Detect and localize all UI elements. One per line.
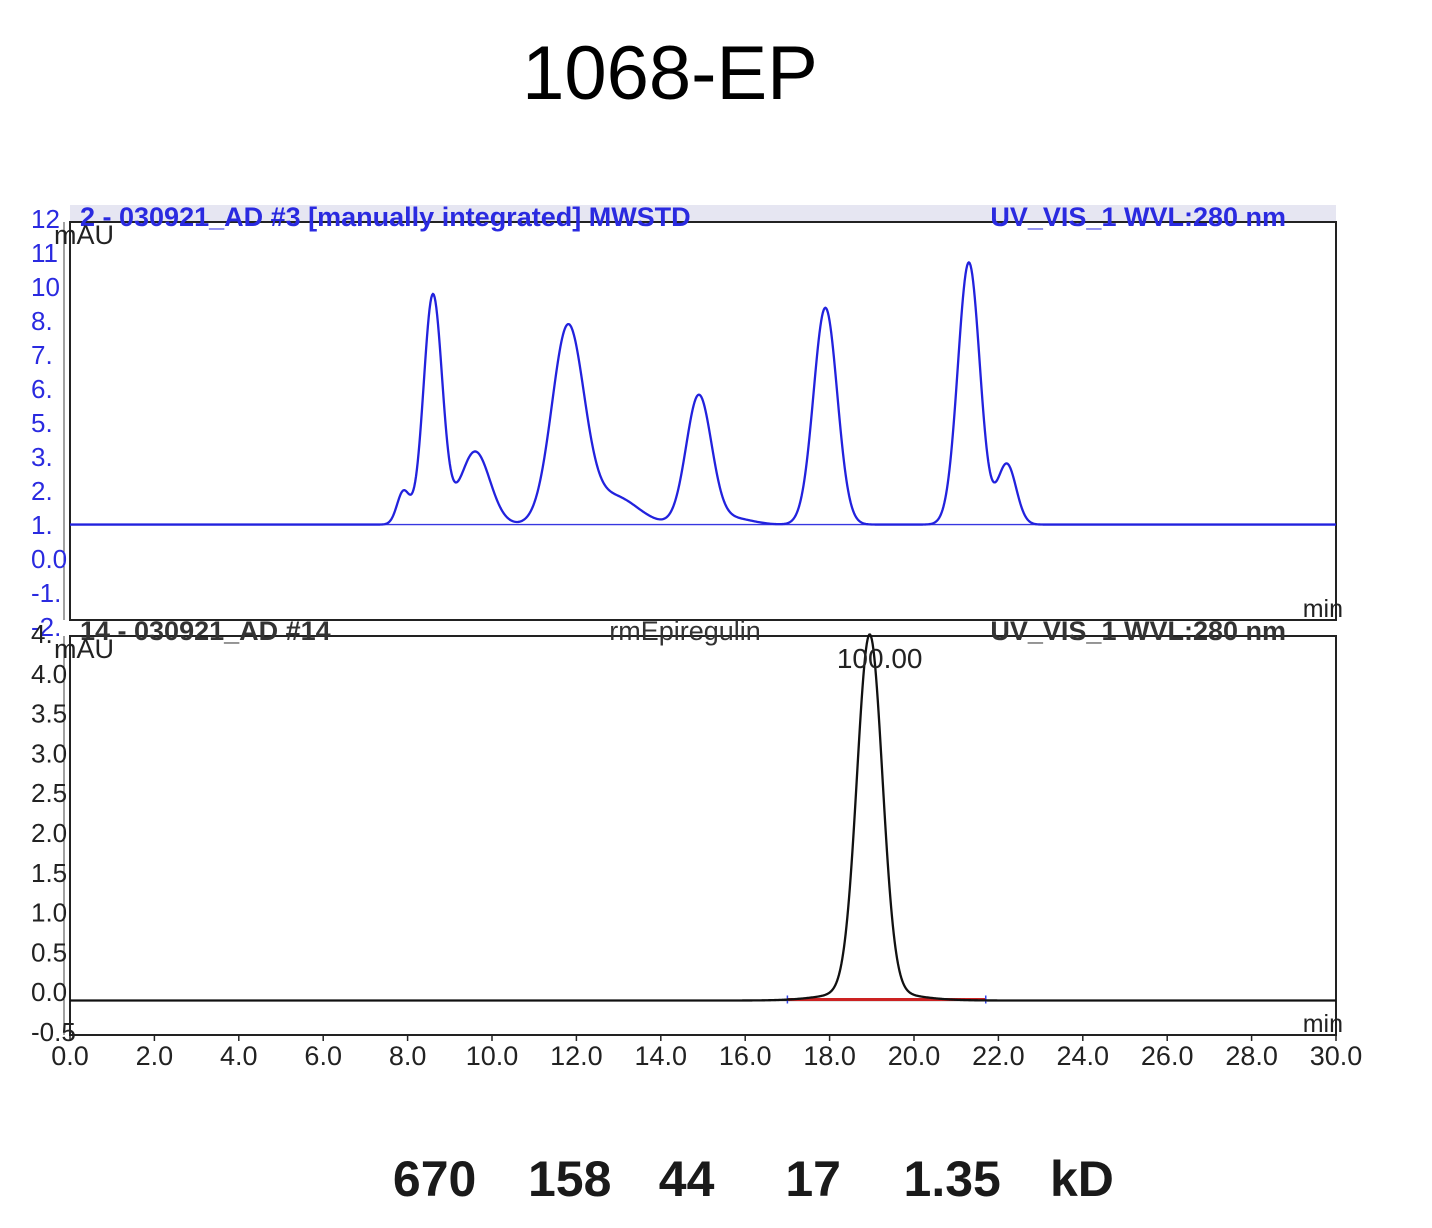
y-axis-unit-label: mAU [54, 634, 114, 664]
y-tick-label: 1. [31, 510, 53, 540]
y-tick-label: 12 [31, 204, 60, 234]
y-tick-label: 3. [31, 442, 53, 472]
x-tick-label: 24.0 [1057, 1041, 1110, 1071]
x-tick-label: 26.0 [1141, 1041, 1194, 1071]
mwstd-chromatogram-panel: 12 11 10 8. 7. 6. 5. 3. 2. 1. 0.0 -1. -2. 2 - 030921_… [31, 202, 1343, 642]
x-tick-label: 16.0 [719, 1041, 772, 1071]
mw-marker-label: 158 [527, 1151, 612, 1207]
x-tick-label: 12.0 [550, 1041, 603, 1071]
mw-marker-label: 17 [785, 1151, 841, 1207]
y-tick-label: 0.0 [31, 977, 67, 1007]
y-tick-label: 7. [31, 340, 53, 370]
y-tick-label: 3.0 [31, 738, 67, 768]
sample-chromatogram-panel: 4.4.03.53.02.52.01.51.00.50.0-0.514 - 03… [31, 616, 1362, 1071]
chromatogram-header-right: UV_VIS_1 WVL:280 nm [990, 616, 1286, 646]
mw-marker-label: 670 [392, 1151, 477, 1207]
chromatogram-trace [69, 633, 1337, 1002]
chromatogram-trace [69, 261, 1337, 526]
x-tick-label: 0.0 [51, 1041, 89, 1071]
x-tick-label: 28.0 [1225, 1041, 1278, 1071]
y-tick-label: 2. [31, 476, 53, 506]
x-axis-unit-label: min [1303, 595, 1343, 623]
x-tick-label: 14.0 [635, 1041, 688, 1071]
y-tick-label: 0.0 [31, 544, 67, 574]
y-tick-label: 2.0 [31, 818, 67, 848]
x-axis-unit-label: min [1303, 1010, 1343, 1038]
mw-marker-label: 44 [658, 1151, 715, 1207]
y-tick-label: 5. [31, 408, 53, 438]
y-tick-label: -2. [31, 612, 61, 642]
x-tick-label: 8.0 [389, 1041, 427, 1071]
y-tick-label: 3.5 [31, 699, 67, 729]
header-band [70, 205, 1336, 222]
y-tick-label: 1.5 [31, 858, 67, 888]
x-tick-label: 22.0 [972, 1041, 1025, 1071]
y-tick-label: -1. [31, 578, 61, 608]
y-tick-label: 4. [31, 619, 53, 649]
figure-title: 1068-EP [522, 31, 818, 116]
x-tick-label: 30.0 [1310, 1041, 1363, 1071]
y-tick-label: 4.0 [31, 659, 67, 689]
x-tick-label: 10.0 [466, 1041, 519, 1071]
chromatogram-header-center: rmEpiregulin [609, 616, 761, 646]
peak-area-label: 100.00 [837, 643, 923, 674]
x-tick-label: 2.0 [136, 1041, 174, 1071]
molecular-weight-marker-row: 670 158 44 17 1.35 kD [0, 1150, 1432, 1210]
y-tick-label: 6. [31, 374, 53, 404]
plot-frame [69, 221, 1337, 621]
y-tick-label: 11 [31, 238, 58, 268]
chromatogram-header-right: UV_VIS_1 WVL:280 nm [990, 202, 1286, 232]
y-tick-label: 1.0 [31, 898, 67, 928]
y-tick-label: -0.5 [31, 1017, 76, 1047]
mw-marker-label: 1.35 [903, 1151, 1001, 1207]
mw-unit-label: kD [1050, 1151, 1114, 1207]
x-tick-label: 18.0 [803, 1041, 856, 1071]
y-tick-label: 8. [31, 306, 53, 336]
x-tick-label: 6.0 [304, 1041, 342, 1071]
x-tick-label: 4.0 [220, 1041, 258, 1071]
x-tick-label: 20.0 [888, 1041, 941, 1071]
chromatogram-header-left: 2 - 030921_AD #3 [manually integrated] M… [80, 202, 691, 232]
plot-frame [69, 635, 1337, 1036]
y-tick-label: 0.5 [31, 937, 67, 967]
chromatogram-header-left: 14 - 030921_AD #14 [80, 616, 331, 646]
y-axis-unit-label: mAU [54, 220, 114, 250]
y-tick-label: 10 [31, 272, 60, 302]
y-tick-label: 2.5 [31, 778, 67, 808]
